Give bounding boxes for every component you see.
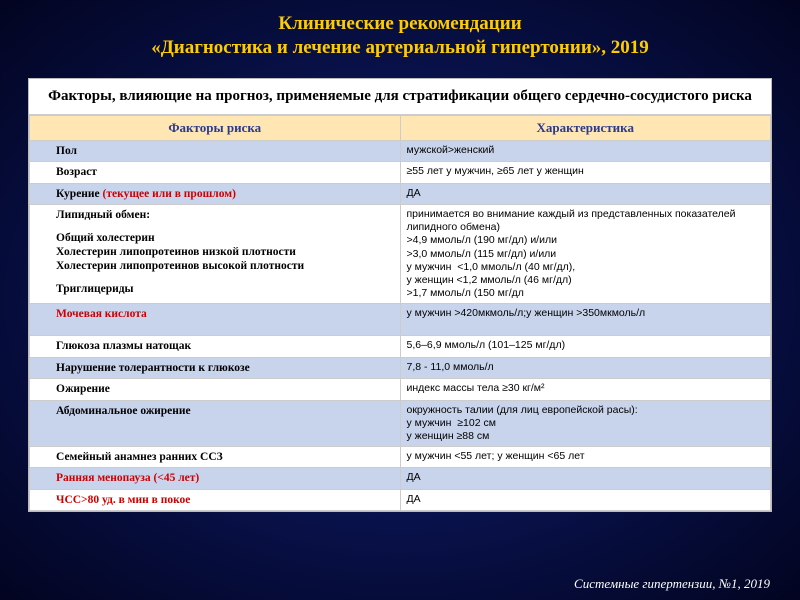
factor-cell: Ожирение: [30, 379, 401, 400]
risk-factors-table: Факторы риска Характеристика Полмужской>…: [29, 115, 771, 511]
table-row: Возраст≥55 лет у мужчин, ≥65 лет у женщи…: [30, 162, 771, 183]
factor-cell: Возраст: [30, 162, 401, 183]
table-row: Абдоминальное ожирениеокружность талии (…: [30, 400, 771, 446]
factor-cell: Абдоминальное ожирение: [30, 400, 401, 446]
table-row: ЧСС>80 уд. в мин в покоеДА: [30, 489, 771, 510]
table-row: Ранняя менопауза (<45 лет)ДА: [30, 468, 771, 489]
desc-cell: окружность талии (для лиц европейской ра…: [400, 400, 771, 446]
factor-cell: Мочевая кислота: [30, 304, 401, 336]
table-row: Курение (текущее или в прошлом)ДА: [30, 183, 771, 204]
desc-cell: у мужчин <55 лет; у женщин <65 лет: [400, 446, 771, 467]
col-header-factor: Факторы риска: [30, 116, 401, 141]
table-row: Ожирениеиндекс массы тела ≥30 кг/м²: [30, 379, 771, 400]
factor-cell: Семейный анамнез ранних ССЗ: [30, 446, 401, 467]
factor-cell: Курение (текущее или в прошлом): [30, 183, 401, 204]
title-line-2: «Диагностика и лечение артериальной гипе…: [20, 36, 780, 60]
factor-cell: Пол: [30, 141, 401, 162]
slide-title: Клинические рекомендации «Диагностика и …: [0, 0, 800, 68]
table-row: Мочевая кислотау мужчин >420мкмоль/л;у ж…: [30, 304, 771, 336]
desc-cell: ДА: [400, 489, 771, 510]
table-row: Липидный обмен:Общий холестеринХолестери…: [30, 205, 771, 304]
desc-cell: мужской>женский: [400, 141, 771, 162]
factor-cell: Ранняя менопауза (<45 лет): [30, 468, 401, 489]
table-row: Семейный анамнез ранних ССЗу мужчин <55 …: [30, 446, 771, 467]
factor-cell: Липидный обмен:Общий холестеринХолестери…: [30, 205, 401, 304]
desc-cell: ≥55 лет у мужчин, ≥65 лет у женщин: [400, 162, 771, 183]
desc-cell: ДА: [400, 183, 771, 204]
factor-cell: Глюкоза плазмы натощак: [30, 336, 401, 357]
title-line-1: Клинические рекомендации: [20, 12, 780, 36]
desc-cell: у мужчин >420мкмоль/л;у женщин >350мкмол…: [400, 304, 771, 336]
desc-cell: ДА: [400, 468, 771, 489]
desc-cell: 7,8 - 11,0 ммоль/л: [400, 357, 771, 378]
table-row: Полмужской>женский: [30, 141, 771, 162]
risk-factors-table-container: Факторы, влияющие на прогноз, применяемы…: [28, 78, 772, 513]
table-caption: Факторы, влияющие на прогноз, применяемы…: [29, 79, 771, 116]
desc-cell: 5,6–6,9 ммоль/л (101–125 мг/дл): [400, 336, 771, 357]
table-header-row: Факторы риска Характеристика: [30, 116, 771, 141]
desc-cell: индекс массы тела ≥30 кг/м²: [400, 379, 771, 400]
factor-cell: Нарушение толерантности к глюкозе: [30, 357, 401, 378]
col-header-desc: Характеристика: [400, 116, 771, 141]
citation-footer: Системные гипертензии, №1, 2019: [574, 576, 770, 592]
factor-cell: ЧСС>80 уд. в мин в покое: [30, 489, 401, 510]
table-row: Глюкоза плазмы натощак5,6–6,9 ммоль/л (1…: [30, 336, 771, 357]
table-row: Нарушение толерантности к глюкозе7,8 - 1…: [30, 357, 771, 378]
desc-cell: принимается во внимание каждый из предст…: [400, 205, 771, 304]
